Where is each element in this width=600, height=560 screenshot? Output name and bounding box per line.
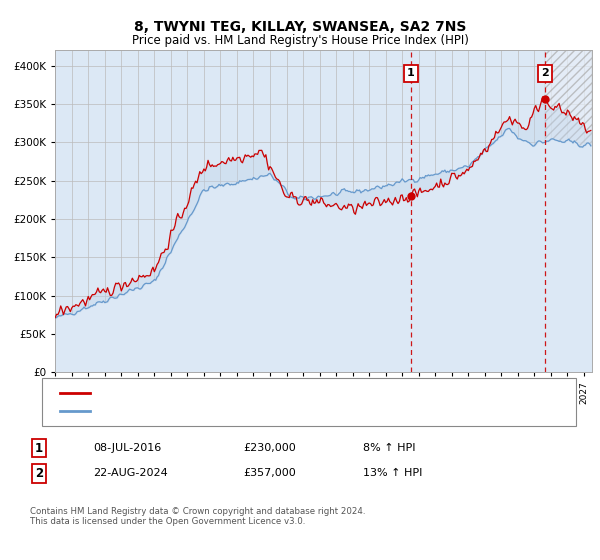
Bar [545,50,592,372]
Text: HPI: Average price, detached house, Swansea: HPI: Average price, detached house, Swan… [96,406,335,416]
Text: 1: 1 [407,68,415,78]
Text: 2: 2 [35,466,43,480]
Text: Contains HM Land Registry data © Crown copyright and database right 2024.
This d: Contains HM Land Registry data © Crown c… [30,507,365,526]
Text: 8, TWYNI TEG, KILLAY, SWANSEA, SA2 7NS (detached house): 8, TWYNI TEG, KILLAY, SWANSEA, SA2 7NS (… [96,388,412,398]
Text: £230,000: £230,000 [243,443,296,453]
Text: 8, TWYNI TEG, KILLAY, SWANSEA, SA2 7NS: 8, TWYNI TEG, KILLAY, SWANSEA, SA2 7NS [134,20,466,34]
Text: £357,000: £357,000 [243,468,296,478]
Bar [545,50,592,372]
Text: 13% ↑ HPI: 13% ↑ HPI [363,468,422,478]
Text: 1: 1 [35,441,43,455]
Text: Price paid vs. HM Land Registry's House Price Index (HPI): Price paid vs. HM Land Registry's House … [131,34,469,46]
Text: 08-JUL-2016: 08-JUL-2016 [93,443,161,453]
Text: 2: 2 [541,68,549,78]
Text: 8% ↑ HPI: 8% ↑ HPI [363,443,415,453]
Text: 22-AUG-2024: 22-AUG-2024 [93,468,168,478]
